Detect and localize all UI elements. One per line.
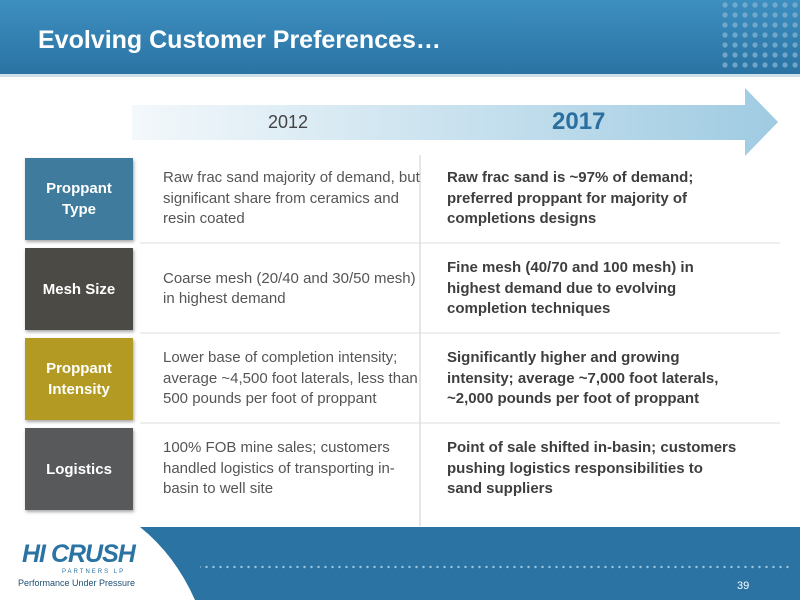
now-text: Fine mesh (40/70 and 100 mesh) in highes… <box>447 259 694 318</box>
row-label: Mesh Size <box>25 248 133 330</box>
then-text: Coarse mesh (20/40 and 30/50 mesh) in hi… <box>163 269 416 308</box>
then-text: 100% FOB mine sales; customers handled l… <box>163 439 395 498</box>
row-label: Proppant Intensity <box>25 338 133 420</box>
now-text: Point of sale shifted in-basin; customer… <box>447 439 737 498</box>
logo: HI CRUSH <box>22 540 136 568</box>
row-label: Logistics <box>25 428 133 510</box>
year-from: 2012 <box>268 112 309 132</box>
now-text: Raw frac sand is ~97% of demand; preferr… <box>447 169 694 228</box>
header-band <box>0 0 800 74</box>
then-text: Lower base of completion intensity; aver… <box>163 349 418 408</box>
now-text: Significantly higher and growing intensi… <box>447 349 719 408</box>
row-label: Proppant Type <box>25 158 133 240</box>
header-shadow <box>0 74 800 77</box>
page-number: 39 <box>737 580 750 592</box>
tagline: Performance Under Pressure <box>18 578 136 588</box>
logo-sub: PARTNERS LP <box>62 569 126 575</box>
footer-dots <box>200 563 790 569</box>
then-text: Raw frac sand majority of demand, but si… <box>163 169 420 228</box>
dot-pattern <box>720 0 800 72</box>
slide-title: Evolving Customer Preferences… <box>38 26 441 54</box>
timeline-arrow <box>132 88 778 156</box>
year-to: 2017 <box>552 108 606 135</box>
footer-cutout <box>0 527 195 600</box>
